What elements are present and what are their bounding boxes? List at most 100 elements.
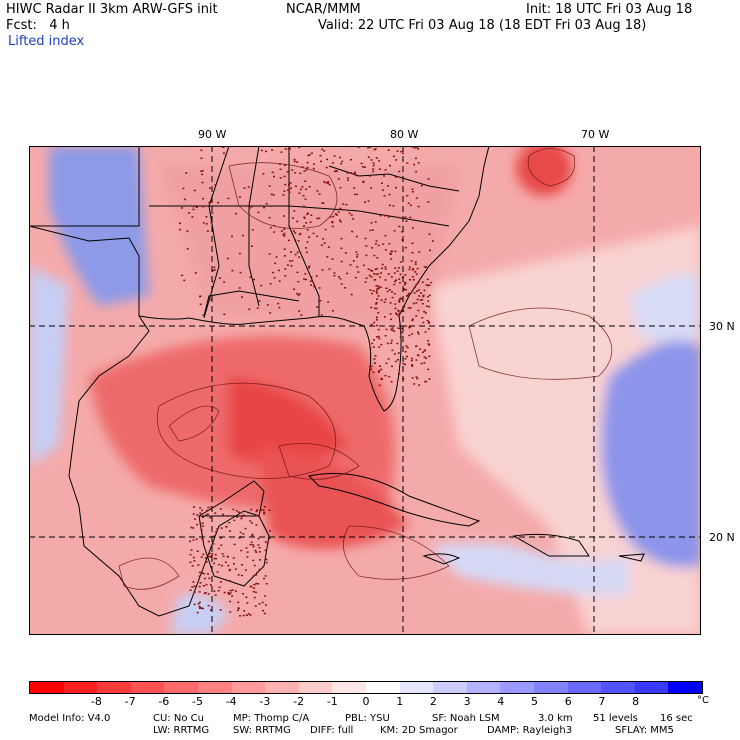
speckle-dot <box>307 267 310 269</box>
speckle-dot <box>278 306 281 309</box>
speckle-dot <box>287 148 290 150</box>
speckle-dot <box>398 298 401 300</box>
speckle-dot <box>393 330 396 332</box>
speckle-dot <box>407 307 410 309</box>
speckle-dot <box>242 533 245 535</box>
speckle-dot <box>258 300 261 302</box>
speckle-dot <box>408 326 411 328</box>
speckle-dot <box>417 331 419 333</box>
speckle-dot <box>404 363 406 366</box>
speckle-dot <box>332 215 335 218</box>
speckle-dot <box>393 293 396 295</box>
footer-lw: LW: RRTMG <box>153 725 210 736</box>
footer-model-info: Model Info: V4.0 <box>29 713 111 724</box>
speckle-dot <box>408 279 411 281</box>
speckle-dot <box>331 221 334 224</box>
speckle-dot <box>278 280 281 282</box>
speckle-dot <box>222 513 224 516</box>
speckle-dot <box>387 216 390 218</box>
speckle-dot <box>327 182 329 185</box>
speckle-dot <box>227 564 230 567</box>
speckle-dot <box>385 287 388 290</box>
speckle-dot <box>263 511 266 513</box>
speckle-dot <box>193 603 196 606</box>
speckle-dot <box>415 197 418 199</box>
speckle-dot <box>374 243 377 245</box>
speckle-dot <box>262 173 265 175</box>
speckle-dot <box>259 559 261 561</box>
valid-time: Valid: 22 UTC Fri 03 Aug 18 (18 EDT Fri … <box>318 18 647 33</box>
speckle-dot <box>428 322 431 324</box>
speckle-dot <box>384 335 387 337</box>
speckle-dot <box>339 207 342 210</box>
speckle-dot <box>315 275 318 277</box>
speckle-dot <box>213 269 216 271</box>
speckle-dot <box>363 166 366 168</box>
speckle-dot <box>296 271 299 274</box>
speckle-dot <box>380 368 383 371</box>
speckle-dot <box>306 161 309 164</box>
speckle-dot <box>397 267 400 269</box>
speckle-dot <box>250 206 253 208</box>
speckle-dot <box>264 541 267 543</box>
speckle-dot <box>196 550 199 552</box>
speckle-dot <box>265 561 268 564</box>
speckle-dot <box>264 575 267 577</box>
speckle-dot <box>251 229 254 231</box>
speckle-dot <box>370 368 373 371</box>
speckle-dot <box>202 553 205 556</box>
speckle-dot <box>235 510 238 512</box>
speckle-dot <box>224 154 227 156</box>
speckle-dot <box>380 378 383 380</box>
speckle-dot <box>217 547 220 550</box>
speckle-dot <box>400 310 403 313</box>
speckle-dot <box>252 545 255 548</box>
speckle-dot <box>232 557 235 559</box>
speckle-dot <box>378 168 381 170</box>
speckle-dot <box>212 543 215 545</box>
speckle-dot <box>215 557 217 560</box>
speckle-dot <box>245 547 248 549</box>
colorbar-swatch <box>30 682 64 693</box>
speckle-dot <box>379 214 382 217</box>
speckle-dot <box>201 538 204 540</box>
speckle-dot <box>193 560 196 562</box>
speckle-dot <box>399 261 402 263</box>
org-label: NCAR/MMM <box>286 2 361 17</box>
speckle-dot <box>340 247 343 249</box>
speckle-dot <box>370 323 373 326</box>
speckle-dot <box>416 290 418 292</box>
speckle-dot <box>371 342 374 345</box>
speckle-dot <box>221 564 224 567</box>
speckle-dot <box>293 288 296 290</box>
speckle-dot <box>400 327 403 330</box>
speckle-dot <box>394 307 397 310</box>
speckle-dot <box>353 172 356 175</box>
speckle-dot <box>228 593 231 595</box>
speckle-dot <box>387 358 390 360</box>
speckle-dot <box>213 562 216 565</box>
speckle-dot <box>237 574 240 576</box>
speckle-dot <box>425 266 427 268</box>
speckle-dot <box>263 512 266 515</box>
speckle-dot <box>373 254 376 257</box>
speckle-dot <box>403 283 406 286</box>
colorbar-tick-label: -6 <box>158 695 170 708</box>
speckle-dot <box>399 282 401 284</box>
speckle-dot <box>232 508 235 511</box>
speckle-dot <box>375 273 378 276</box>
speckle-dot <box>189 553 192 556</box>
speckle-dot <box>305 188 307 191</box>
speckle-dot <box>249 614 252 616</box>
speckle-dot <box>380 272 382 274</box>
colorbar-tick-label: 4 <box>497 695 505 708</box>
speckle-dot <box>415 359 418 361</box>
speckle-dot <box>424 331 427 333</box>
speckle-dot <box>402 362 405 365</box>
speckle-dot <box>370 187 373 189</box>
speckle-dot <box>202 525 204 527</box>
speckle-dot <box>260 509 263 511</box>
speckle-dot <box>319 300 322 302</box>
speckle-dot <box>380 343 383 346</box>
speckle-dot <box>316 217 319 220</box>
